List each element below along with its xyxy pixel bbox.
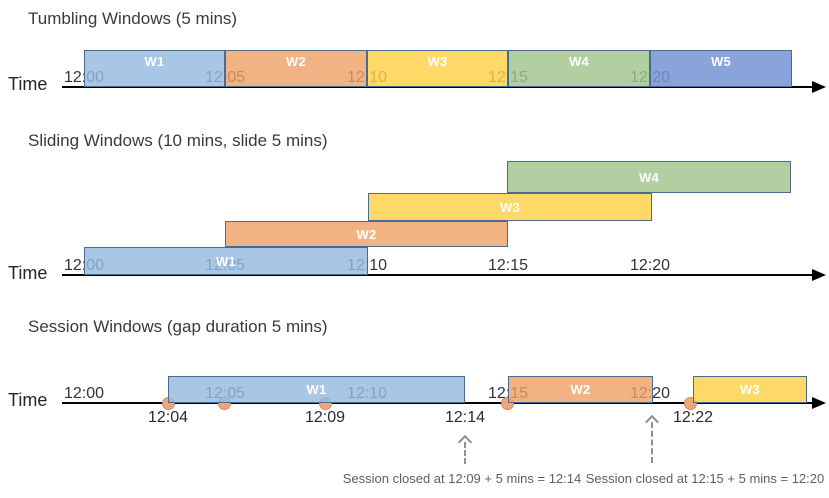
event-dot bbox=[684, 397, 697, 410]
window-label-w5: W5 bbox=[710, 54, 732, 69]
sliding-windows-title: Sliding Windows (10 mins, slide 5 mins) bbox=[28, 131, 328, 150]
session-windows-title: Session Windows (gap duration 5 mins) bbox=[28, 317, 328, 336]
window-label-w2: W2 bbox=[570, 382, 591, 397]
arrow-up-icon bbox=[644, 414, 660, 430]
window-box-w2: W2 bbox=[225, 221, 508, 247]
axis-tick-label: 12:05 bbox=[204, 385, 246, 402]
axis-tick-label: 12:00 bbox=[63, 69, 105, 86]
event-time-label: 12:09 bbox=[304, 409, 346, 426]
timeline-arrow bbox=[812, 269, 826, 281]
axis-tick-label: 12:10 bbox=[346, 385, 388, 402]
tumbling-windows-title: Tumbling Windows (5 mins) bbox=[28, 9, 238, 28]
session-close-note-2: Session closed at 12:15 + 5 mins = 12:20 bbox=[585, 471, 825, 486]
window-box-w2: W2 bbox=[225, 50, 367, 87]
timeline-arrow bbox=[812, 397, 826, 409]
window-label-w2: W2 bbox=[285, 54, 307, 69]
time-axis-label: Time bbox=[8, 263, 48, 283]
session-close-arrow bbox=[457, 434, 473, 464]
timeline-arrow bbox=[812, 81, 826, 93]
axis-tick-label: 12:15 bbox=[487, 385, 529, 402]
axis-tick-label: 12:00 bbox=[63, 257, 105, 274]
axis-tick-label: 12:00 bbox=[63, 385, 105, 402]
timeline-axis bbox=[62, 402, 812, 404]
axis-tick-label: 12:20 bbox=[629, 385, 671, 402]
window-label-w3: W3 bbox=[427, 54, 448, 69]
window-label-w3: W3 bbox=[499, 199, 521, 215]
window-label-w1: W1 bbox=[306, 382, 327, 397]
event-dot bbox=[501, 397, 514, 410]
window-box-w4: W4 bbox=[508, 50, 650, 87]
event-time-label: 12:04 bbox=[147, 409, 189, 426]
window-label-w2: W2 bbox=[356, 226, 377, 242]
axis-tick-label: 12:15 bbox=[487, 257, 529, 274]
axis-tick-label: 12:05 bbox=[204, 69, 246, 86]
window-label-w4: W4 bbox=[568, 54, 590, 69]
event-time-label: 12:22 bbox=[672, 409, 714, 426]
window-box-w4: W4 bbox=[507, 161, 791, 193]
timeline-axis bbox=[62, 86, 812, 88]
arrow-up-icon bbox=[457, 434, 473, 450]
session-close-arrow bbox=[644, 414, 660, 463]
window-box-w2: W2 bbox=[508, 376, 653, 403]
event-dot bbox=[218, 397, 231, 410]
window-box-w1: W1 bbox=[168, 376, 465, 403]
window-box-w3: W3 bbox=[693, 376, 807, 403]
arrow-dashed-stem bbox=[651, 422, 653, 463]
timeline-axis bbox=[62, 274, 812, 276]
window-box-w1: W1 bbox=[84, 50, 225, 87]
time-axis-label: Time bbox=[8, 74, 48, 94]
window-label-w1: W1 bbox=[144, 54, 165, 69]
axis-tick-label: 12:10 bbox=[346, 69, 388, 86]
window-label-w1: W1 bbox=[215, 253, 237, 269]
window-label-w3: W3 bbox=[739, 382, 761, 397]
event-time-label: 12:14 bbox=[444, 409, 486, 426]
session-close-note-1: Session closed at 12:09 + 5 mins = 12:14 bbox=[342, 471, 582, 486]
window-box-w5: W5 bbox=[650, 50, 792, 87]
axis-tick-label: 12:20 bbox=[629, 257, 671, 274]
axis-tick-label: 12:10 bbox=[346, 257, 388, 274]
window-box-w1: W1 bbox=[84, 247, 368, 275]
axis-tick-label: 12:15 bbox=[487, 69, 529, 86]
event-dot bbox=[162, 397, 175, 410]
window-box-w3: W3 bbox=[367, 50, 508, 87]
axis-tick-label: 12:20 bbox=[629, 69, 671, 86]
axis-tick-label: 12:05 bbox=[204, 257, 246, 274]
window-label-w4: W4 bbox=[638, 169, 660, 185]
time-axis-label: Time bbox=[8, 390, 48, 410]
event-dot bbox=[319, 397, 332, 410]
window-box-w3: W3 bbox=[368, 193, 652, 221]
arrow-dashed-stem bbox=[464, 442, 466, 464]
